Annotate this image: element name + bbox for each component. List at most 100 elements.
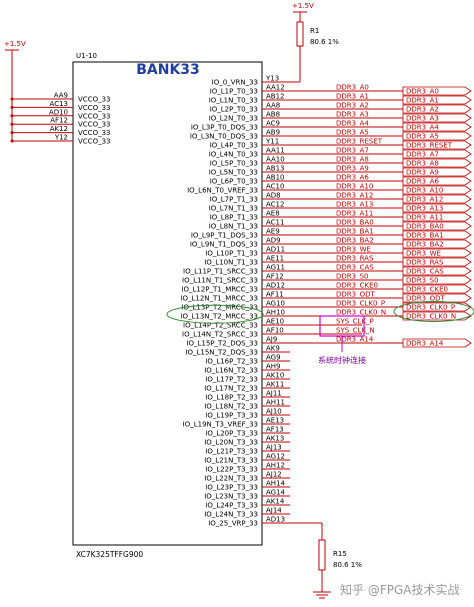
pin-name: IO_L14P_T2_SRCC_33 bbox=[183, 322, 258, 330]
port-label: DDR3_CKE0 bbox=[406, 286, 448, 294]
pin-name: IO_L7N_T1_33 bbox=[209, 205, 258, 213]
port-label: DDR3_BA1 bbox=[406, 232, 444, 240]
chip-outline bbox=[72, 61, 263, 546]
port-arrow bbox=[402, 239, 472, 249]
port-arrow bbox=[402, 140, 472, 150]
pin-name: IO_L15N_T2_DQS_33 bbox=[185, 349, 258, 357]
pin-number: AE8 bbox=[266, 210, 280, 218]
pin-number: AJ10 bbox=[266, 408, 282, 416]
pin-number: AE11 bbox=[266, 255, 284, 263]
net-label: DDR3_BA0 bbox=[336, 219, 374, 227]
port-arrow bbox=[402, 221, 472, 231]
pin-name: IO_L3P_T0_DQS_33 bbox=[191, 124, 258, 132]
pin-number: AK9 bbox=[266, 345, 280, 353]
pin-number: AB13 bbox=[266, 165, 285, 173]
port-arrow bbox=[402, 230, 472, 240]
pin-number: AH10 bbox=[266, 309, 285, 317]
pin-number: AF12 bbox=[50, 117, 68, 125]
pin-name: VCCO_33 bbox=[78, 121, 110, 129]
pin-number: Y11 bbox=[265, 138, 279, 146]
pin-name: IO_L5N_T0_33 bbox=[209, 169, 258, 177]
pin-number: AF11 bbox=[266, 291, 284, 299]
pin-name: IO_L3N_T0_DQS_33 bbox=[190, 133, 258, 141]
power-label: +1.5V bbox=[292, 2, 314, 10]
port-label: DDR3_A7 bbox=[406, 151, 439, 159]
pin-name: IO_L18N_T2_33 bbox=[204, 403, 258, 411]
net-label: DDR3_A5 bbox=[336, 129, 369, 137]
net-label: DDR3_RAS bbox=[336, 255, 374, 263]
junction bbox=[10, 105, 14, 109]
net-label: DDR3_A0 bbox=[336, 84, 369, 92]
net-label: DDR3_RESET bbox=[336, 138, 383, 146]
port-arrow bbox=[402, 167, 472, 177]
pin-name: IO_L21P_T3_33 bbox=[205, 448, 258, 456]
pin-number: AD10 bbox=[49, 108, 68, 116]
junction bbox=[10, 122, 14, 126]
pin-number: AE9 bbox=[266, 228, 280, 236]
net-label: DDR3_A13 bbox=[336, 201, 373, 209]
annotation: 系统时钟连接 bbox=[318, 355, 366, 365]
port-arrow bbox=[402, 311, 472, 321]
pin-name: VCCO_33 bbox=[78, 129, 110, 137]
pin-name: IO_L1N_T0_33 bbox=[209, 97, 258, 105]
port-arrow bbox=[402, 149, 472, 159]
resistor-value: 80.6 1% bbox=[310, 38, 339, 46]
pin-number: AG14 bbox=[266, 489, 286, 497]
pin-name: VCCO_33 bbox=[78, 112, 110, 120]
port-label: DDR3_A3 bbox=[406, 115, 439, 123]
port-label: DDR3_A6 bbox=[406, 178, 439, 186]
pin-number: AG12 bbox=[266, 453, 285, 461]
pin-name: IO_L12P_T1_MRCC_33 bbox=[181, 286, 258, 294]
pin-name: IO_L24N_T3_33 bbox=[204, 511, 258, 519]
net-label: DDR3_BA1 bbox=[336, 228, 374, 236]
pin-name: IO_L22N_T3_33 bbox=[204, 475, 258, 483]
pin-name: IO_L4N_T0_33 bbox=[209, 151, 258, 159]
pin-number: AG11 bbox=[266, 264, 285, 272]
pin-number: AK11 bbox=[266, 381, 284, 389]
pin-number: AK10 bbox=[266, 372, 284, 380]
pin-number: AJ11 bbox=[266, 390, 282, 398]
port-arrow bbox=[402, 176, 472, 186]
bank-title: BANK33 bbox=[136, 62, 200, 78]
net-label: DDR3_WE bbox=[336, 246, 371, 254]
pin-number: AH11 bbox=[266, 399, 285, 407]
net-label: DDR3_A6 bbox=[336, 174, 369, 182]
port-label: DDR3_A2 bbox=[406, 106, 439, 114]
port-arrow bbox=[402, 266, 472, 276]
watermark: 知乎 @FPGA技术实战 bbox=[340, 582, 459, 597]
pin-name: IO_L19P_T3_33 bbox=[205, 412, 258, 420]
net-label: DDR3_CLK0_N bbox=[336, 309, 386, 317]
pin-number: AB10 bbox=[266, 174, 285, 182]
pin-number: AA8 bbox=[266, 102, 280, 110]
port-label: DDR3_RESET bbox=[406, 142, 453, 150]
pin-number: AD13 bbox=[266, 516, 285, 524]
pin-name: IO_L24P_T3_33 bbox=[205, 502, 258, 510]
net-label: SYS_CLK_P bbox=[336, 318, 374, 326]
net-label: DDR3_A14 bbox=[336, 336, 374, 344]
pin-name: IO_L17P_T2_33 bbox=[205, 376, 258, 384]
clock-mark bbox=[393, 301, 474, 322]
net-label: DDR3_CLK0_P bbox=[336, 300, 385, 308]
pin-number: AC13 bbox=[50, 100, 68, 108]
pin-name: IO_L11P_T1_SRCC_33 bbox=[183, 268, 258, 276]
pin-name: IO_L11N_T1_SRCC_33 bbox=[182, 277, 258, 285]
pin-number: AB8 bbox=[266, 111, 280, 119]
pin-name: IO_L8P_T1_33 bbox=[210, 214, 258, 222]
junction bbox=[10, 131, 14, 135]
pin-name: IO_0_VRN_33 bbox=[212, 79, 258, 87]
pin-name: IO_L12N_T1_MRCC_33 bbox=[180, 295, 258, 303]
port-arrow bbox=[402, 113, 472, 123]
pin-name: IO_L9N_T1_DQS_33 bbox=[190, 241, 258, 249]
pin-number: AB9 bbox=[266, 129, 280, 137]
port-arrow bbox=[402, 131, 472, 141]
pin-number: AF12 bbox=[266, 273, 284, 281]
pin-name: IO_L2P_T0_33 bbox=[210, 106, 258, 114]
pin-name: IO_L13P_T2_MRCC_33 bbox=[181, 304, 258, 312]
pin-number: AJ13 bbox=[266, 444, 282, 452]
net-label: DDR3_A7 bbox=[336, 147, 369, 155]
pin-number: AJ14 bbox=[266, 507, 282, 515]
pin-number: AH9 bbox=[266, 363, 281, 371]
pin-name: IO_L5P_T0_33 bbox=[210, 160, 258, 168]
pin-name: IO_L10N_T1_33 bbox=[204, 259, 258, 267]
